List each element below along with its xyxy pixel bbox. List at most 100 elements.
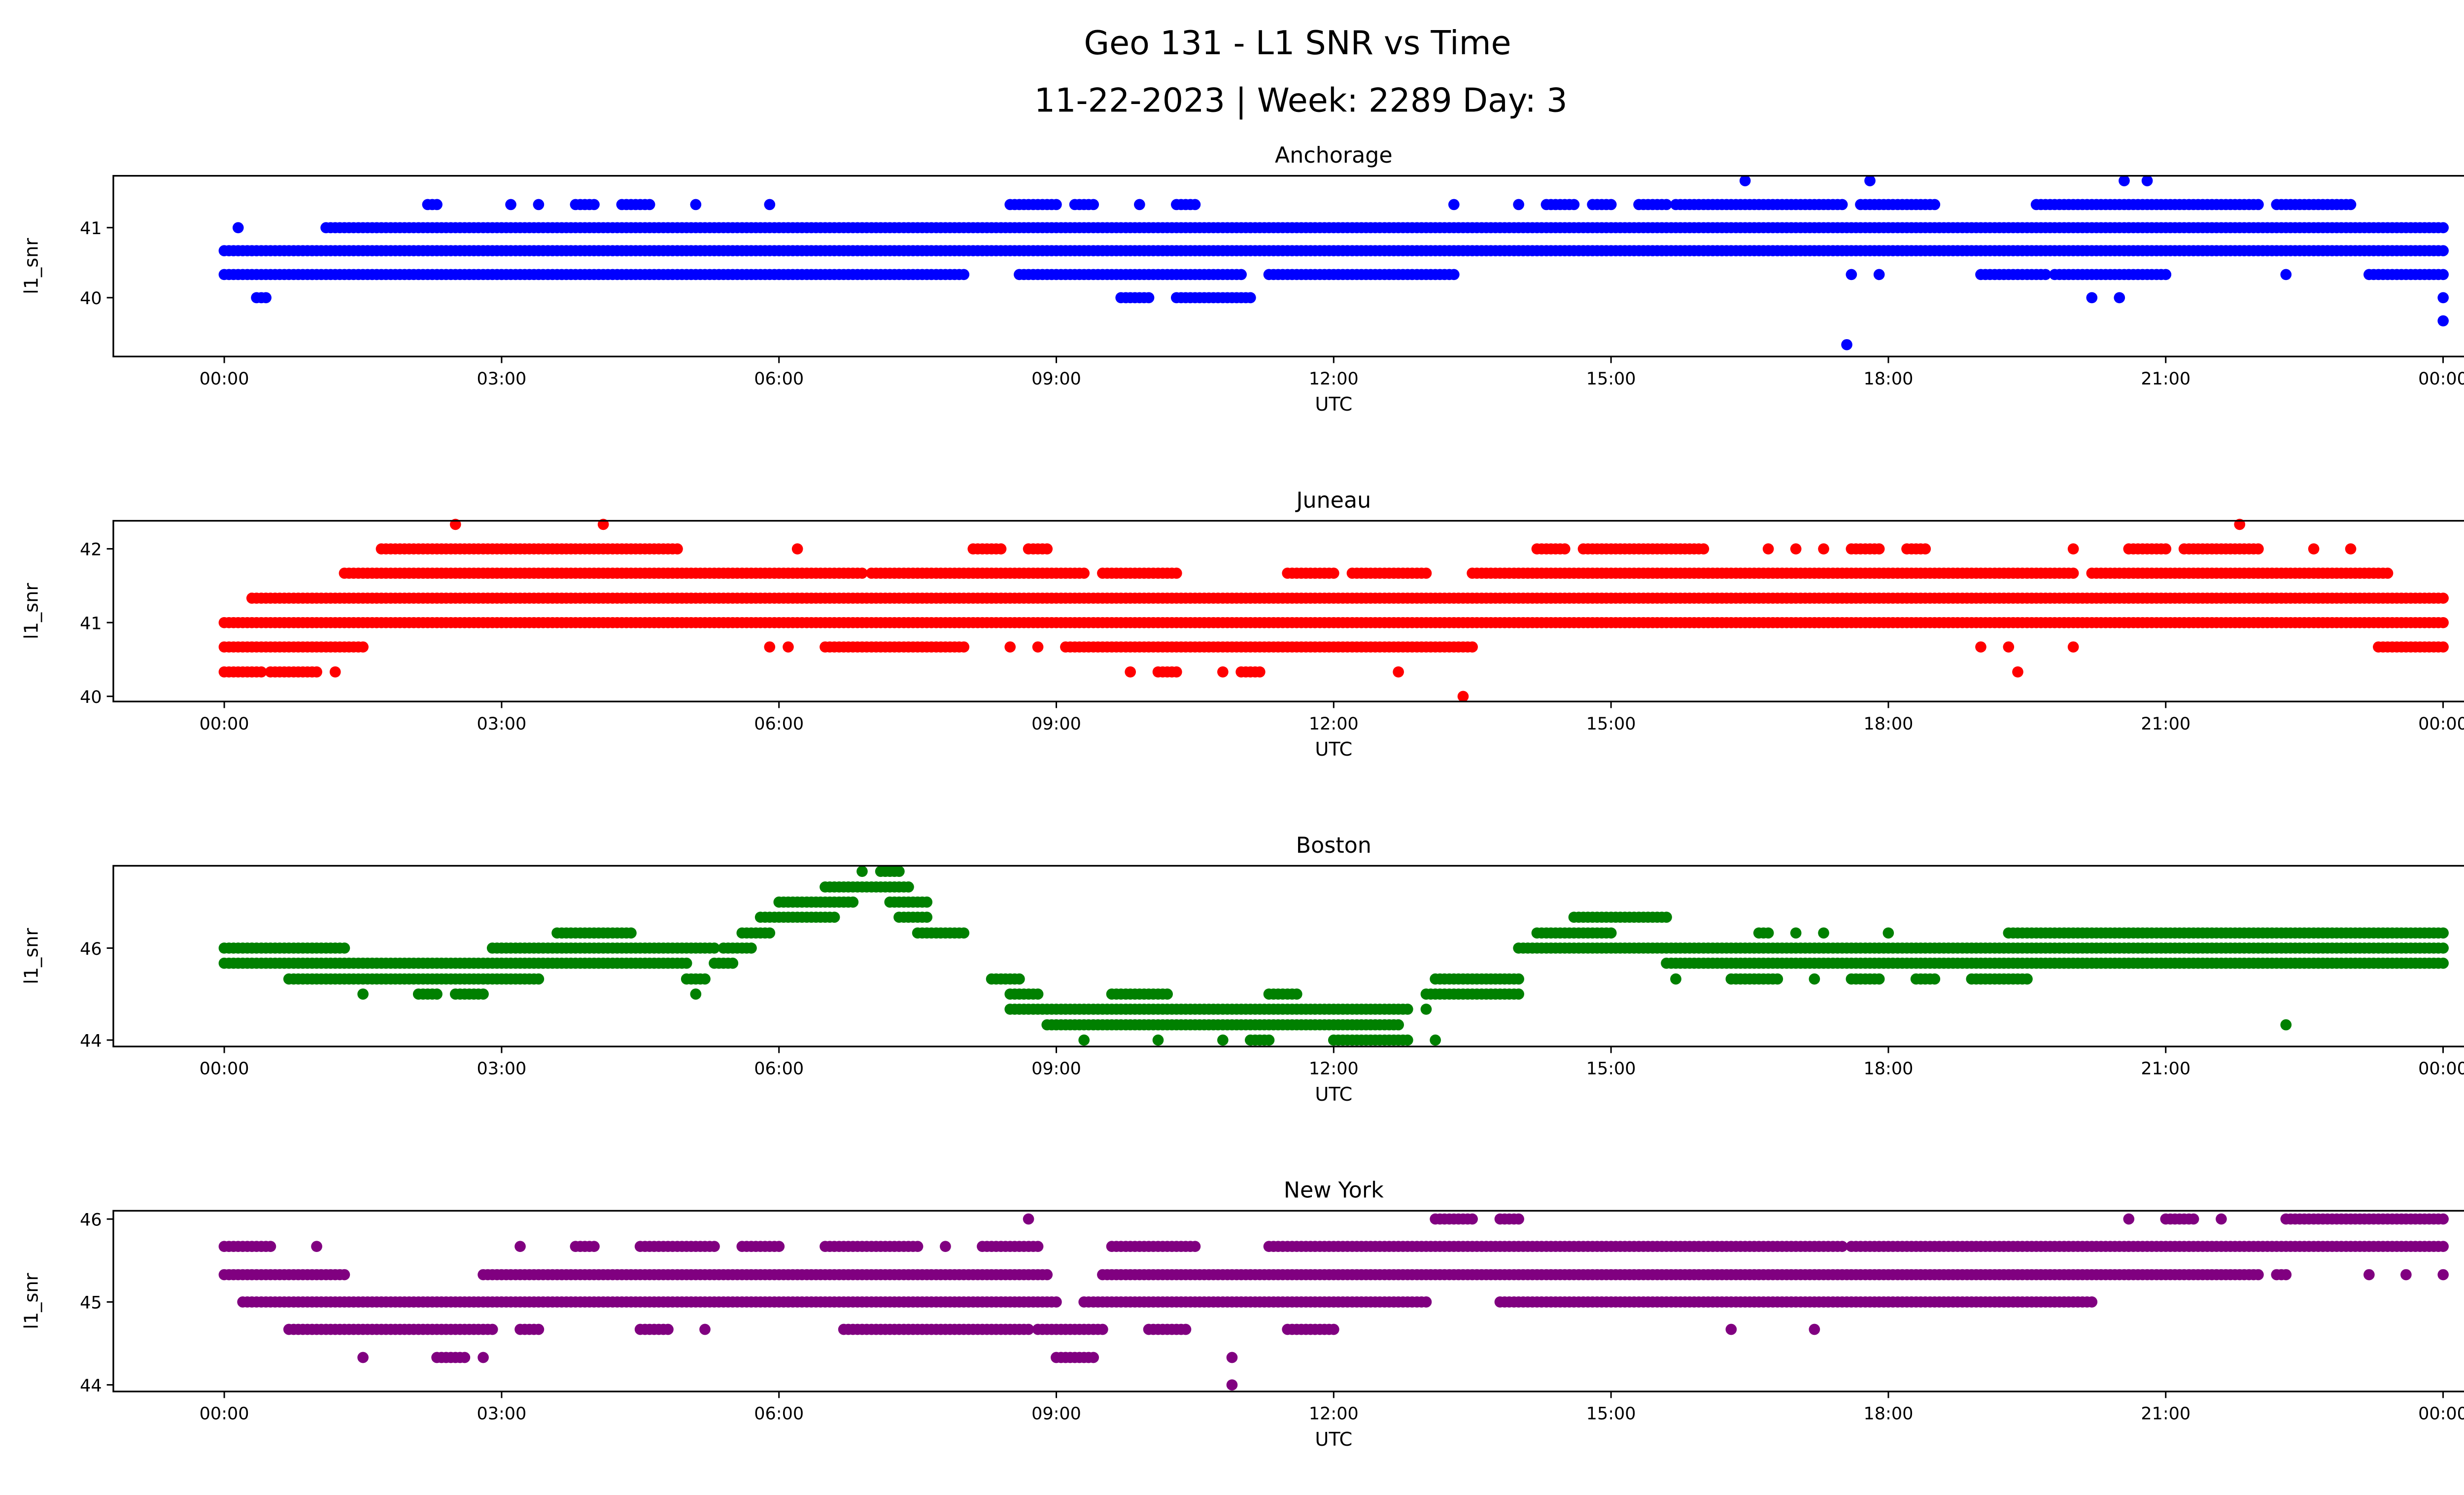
x-tick-label: 03:00 — [477, 1059, 526, 1079]
data-point — [2437, 942, 2449, 954]
data-point — [828, 911, 840, 923]
x-tick-label: 18:00 — [1864, 714, 1914, 734]
x-tick-label: 12:00 — [1309, 714, 1359, 734]
data-point — [958, 641, 970, 653]
data-point — [505, 199, 516, 210]
x-tick-label: 00:00 — [200, 369, 249, 389]
data-point — [1873, 973, 1885, 985]
data-point — [893, 866, 905, 877]
data-point — [2363, 1269, 2375, 1281]
data-point — [903, 881, 914, 893]
data-point — [265, 1241, 276, 1252]
x-tick-label: 15:00 — [1586, 714, 1636, 734]
x-tick-label: 00:00 — [200, 714, 249, 734]
x-tick-label: 18:00 — [1864, 369, 1914, 389]
x-tick-label: 21:00 — [2141, 369, 2190, 389]
data-point — [1217, 1034, 1229, 1046]
scatter-series — [218, 866, 2449, 1046]
data-point — [431, 199, 443, 210]
data-point — [1559, 543, 1571, 555]
data-point — [2280, 1019, 2292, 1031]
data-point — [1088, 199, 1099, 210]
x-tick-label: 00:00 — [2418, 1059, 2464, 1079]
data-point — [847, 896, 859, 908]
x-axis-label: UTC — [1315, 738, 1352, 761]
data-point — [588, 1241, 600, 1252]
data-point — [995, 543, 1007, 555]
data-point — [764, 641, 776, 653]
data-point — [1032, 1241, 1044, 1252]
x-tick-label: 15:00 — [1586, 369, 1636, 389]
x-tick-label: 03:00 — [477, 714, 526, 734]
data-point — [1864, 175, 1876, 186]
subplot-title: Anchorage — [1275, 143, 1393, 168]
data-point — [1152, 1034, 1164, 1046]
data-point — [2437, 269, 2449, 280]
data-point — [2021, 973, 2033, 985]
data-point — [709, 942, 720, 954]
data-point — [1171, 567, 1182, 579]
data-point — [1420, 567, 1432, 579]
data-point — [1457, 691, 1469, 702]
data-point — [1014, 973, 1025, 985]
data-point — [2437, 222, 2449, 234]
data-point — [1254, 666, 1266, 678]
figure-title-line2: 11-22-2023 | Week: 2289 Day: 3 — [1034, 81, 1568, 120]
y-axis-label: l1_snr — [21, 928, 43, 984]
data-point — [1873, 543, 1885, 555]
data-point — [2067, 567, 2079, 579]
data-point — [1032, 988, 1044, 1000]
data-point — [232, 222, 244, 234]
data-point — [2119, 175, 2130, 186]
data-point — [339, 1269, 350, 1281]
data-point — [1162, 988, 1173, 1000]
data-point — [2382, 567, 2394, 579]
data-point — [625, 927, 637, 939]
data-point — [2253, 199, 2264, 210]
data-point — [912, 1241, 924, 1252]
data-point — [1739, 175, 1751, 186]
data-point — [1790, 927, 1802, 939]
y-tick-label: 44 — [80, 1031, 102, 1051]
x-tick-label: 18:00 — [1864, 1059, 1914, 1079]
x-tick-label: 06:00 — [754, 1059, 804, 1079]
x-tick-label: 09:00 — [1031, 369, 1081, 389]
data-point — [2400, 1269, 2412, 1281]
data-point — [1605, 927, 1617, 939]
data-point — [2114, 292, 2125, 304]
data-point — [2437, 315, 2449, 327]
y-tick-label: 40 — [80, 688, 102, 707]
x-tick-label: 00:00 — [200, 1059, 249, 1079]
data-point — [1873, 269, 1885, 280]
data-point — [1393, 666, 1404, 678]
data-point — [357, 641, 369, 653]
data-point — [1235, 269, 1247, 280]
data-point — [773, 1241, 785, 1252]
x-axis-label: UTC — [1315, 393, 1352, 416]
data-point — [2012, 666, 2023, 678]
data-point — [2280, 269, 2292, 280]
data-point — [1841, 339, 1852, 350]
data-point — [709, 1241, 720, 1252]
data-point — [783, 641, 794, 653]
data-point — [357, 988, 369, 1000]
data-point — [1568, 199, 1580, 210]
data-point — [1402, 1004, 1413, 1015]
data-point — [1513, 988, 1524, 1000]
data-point — [1670, 973, 1681, 985]
x-tick-label: 00:00 — [2418, 369, 2464, 389]
x-tick-label: 09:00 — [1031, 714, 1081, 734]
data-point — [2141, 175, 2153, 186]
x-tick-label: 06:00 — [754, 714, 804, 734]
y-tick-label: 41 — [80, 614, 102, 633]
data-point — [1818, 927, 1829, 939]
data-point — [1041, 1269, 1053, 1281]
data-point — [644, 199, 655, 210]
data-point — [958, 269, 970, 280]
data-point — [1772, 973, 1783, 985]
data-point — [2086, 292, 2098, 304]
data-point — [1291, 988, 1302, 1000]
